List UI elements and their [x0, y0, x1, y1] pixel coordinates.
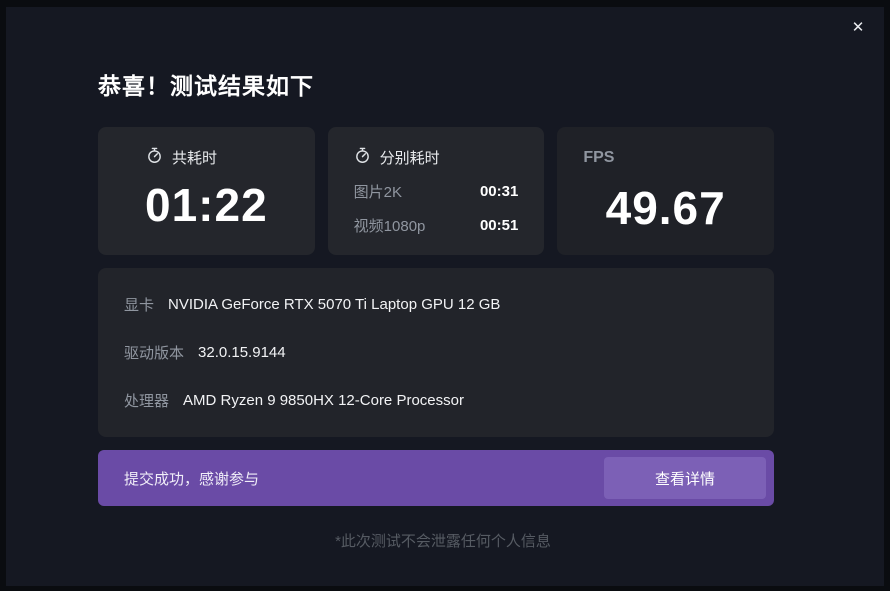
total-time-label: 共耗时	[172, 150, 218, 167]
stopwatch-icon	[354, 147, 371, 168]
result-cards-row: 共耗时 01:22 分别耗时	[98, 127, 775, 255]
stopwatch-icon	[146, 147, 163, 168]
fps-value: 49.67	[605, 182, 726, 234]
system-specs-panel: 显卡 NVIDIA GeForce RTX 5070 Ti Laptop GPU…	[98, 268, 774, 437]
page-title: 恭喜！测试结果如下	[98, 73, 314, 99]
spec-row-driver: 驱动版本 32.0.15.9144	[124, 342, 748, 363]
split-row-video: 视频1080p 00:51	[354, 215, 519, 236]
privacy-note: *此次测试不会泄露任何个人信息	[335, 533, 551, 550]
total-time-card-header: 共耗时	[146, 147, 289, 168]
dialog-body: ✕ 恭喜！测试结果如下 共耗时 01:22	[6, 7, 884, 586]
spec-row-gpu: 显卡 NVIDIA GeForce RTX 5070 Ti Laptop GPU…	[124, 294, 748, 315]
spec-value: AMD Ryzen 9 9850HX 12-Core Processor	[183, 392, 464, 410]
split-row-time: 00:51	[479, 217, 519, 234]
split-row-name: 图片2K	[353, 184, 403, 201]
spec-label: 处理器	[124, 393, 170, 411]
total-time-card: 共耗时 01:22	[98, 127, 315, 255]
spec-row-cpu: 处理器 AMD Ryzen 9 9850HX 12-Core Processor	[124, 390, 748, 411]
split-time-label: 分别耗时	[379, 150, 440, 167]
split-time-card: 分别耗时 图片2K 00:31 视频1080p 00:51	[327, 127, 545, 255]
close-icon: ✕	[851, 19, 865, 36]
fps-label: FPS	[583, 149, 615, 166]
submission-banner: 提交成功，感谢参与 查看详情	[98, 450, 774, 506]
split-row-image: 图片2K 00:31	[354, 181, 519, 202]
spec-label: 显卡	[124, 296, 155, 314]
split-row-name: 视频1080p	[353, 218, 426, 235]
split-time-card-header: 分别耗时	[354, 147, 519, 168]
view-details-button[interactable]: 查看详情	[604, 457, 766, 499]
spec-label: 驱动版本	[124, 344, 185, 362]
banner-message: 提交成功，感谢参与	[124, 470, 260, 488]
fps-card: FPS 49.67	[557, 127, 775, 255]
spec-value: 32.0.15.9144	[198, 343, 286, 361]
close-button[interactable]: ✕	[844, 15, 872, 41]
spec-value: NVIDIA GeForce RTX 5070 Ti Laptop GPU 12…	[168, 295, 501, 313]
total-time-value: 01:22	[145, 179, 268, 231]
split-row-time: 00:31	[479, 183, 519, 200]
